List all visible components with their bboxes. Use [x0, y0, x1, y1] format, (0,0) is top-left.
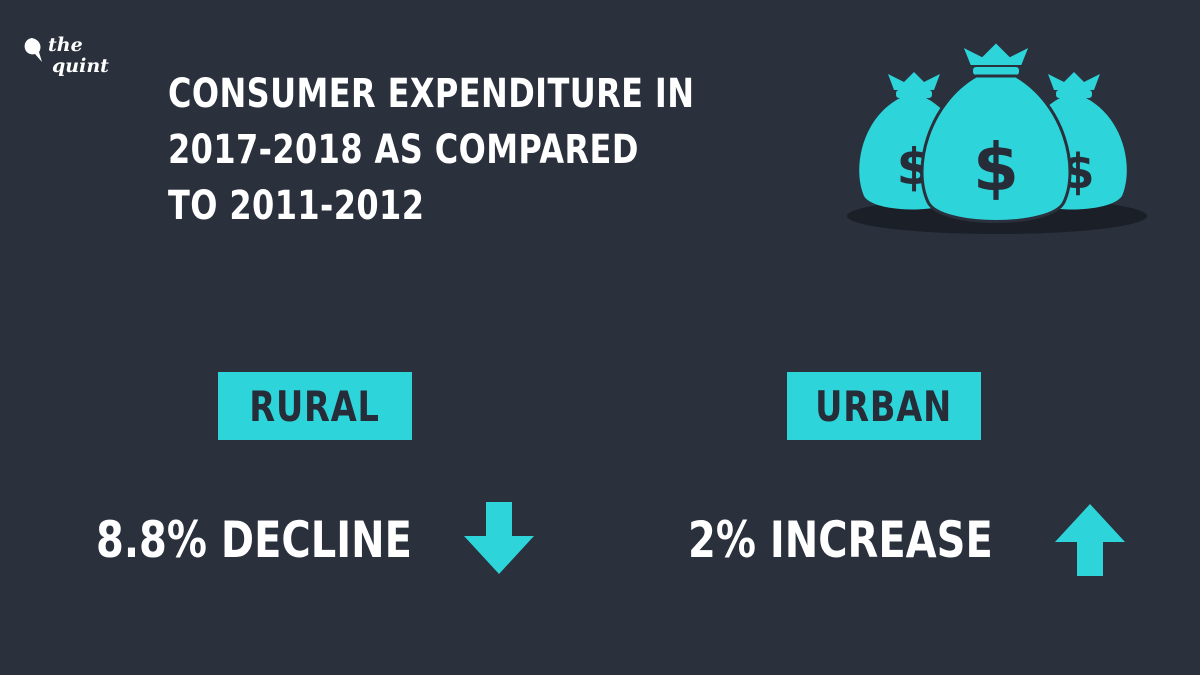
urban-label: URBAN	[787, 372, 981, 440]
headline: CONSUMER EXPENDITURE IN 2017-2018 AS COM…	[168, 66, 695, 234]
rural-label-text: RURAL	[249, 381, 381, 431]
headline-line-2: 2017-2018 AS COMPARED	[168, 127, 639, 173]
brand-name-line2: quint	[52, 55, 109, 77]
headline-line-1: CONSUMER EXPENDITURE IN	[168, 71, 695, 117]
brand-name-line1: the	[48, 34, 83, 56]
money-bags-icon: $ $ $	[847, 40, 1147, 234]
brand-logo: the quint	[22, 32, 122, 88]
rural-label: RURAL	[218, 372, 412, 440]
quint-quill-icon	[24, 38, 42, 62]
rural-stat: 8.8% DECLINE	[96, 511, 412, 569]
headline-line-3: TO 2011-2012	[168, 183, 425, 229]
arrow-down-icon	[464, 502, 534, 574]
svg-text:$: $	[973, 129, 1019, 206]
urban-stat: 2% INCREASE	[688, 511, 993, 569]
arrow-up-icon	[1055, 504, 1125, 576]
urban-label-text: URBAN	[815, 381, 953, 431]
